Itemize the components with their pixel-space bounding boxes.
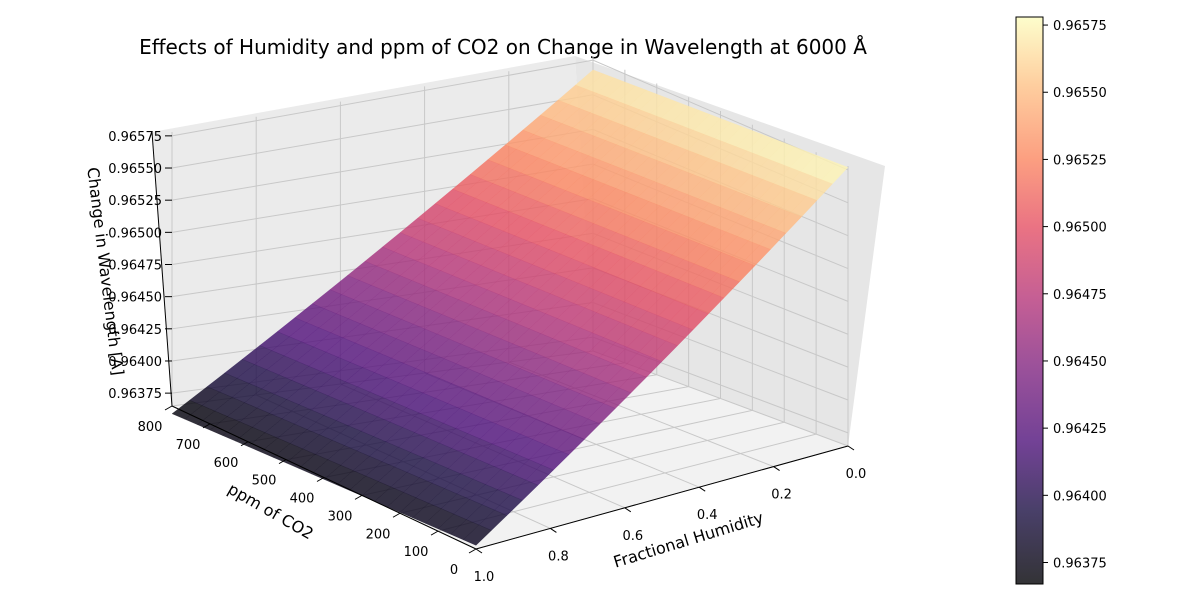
x-tick-label: 0.2 (771, 488, 792, 503)
colorbar-frame (1015, 16, 1044, 585)
z-tick-label: 0.96475 (108, 258, 162, 273)
z-tick-label: 0.96500 (108, 226, 162, 241)
x-tick-mark (475, 548, 483, 554)
y-tick-mark (316, 477, 325, 482)
z-tick-label: 0.96575 (108, 130, 162, 145)
y-tick-label: 0 (450, 563, 458, 578)
colorbar-tick-label: 0.96550 (1053, 86, 1107, 101)
z-tick-label: 0.96550 (108, 162, 162, 177)
colorbar-ticks: 0.96375 0.96400 0.96425 0.96450 0.96475 0.965… (1043, 19, 1107, 572)
y-tick-mark (354, 494, 363, 500)
x-tick-mark (847, 445, 855, 451)
colorbar-gradient (1016, 17, 1043, 584)
surface (171, 69, 849, 546)
z-axis-line (151, 131, 173, 407)
y-tick-mark (240, 441, 249, 447)
y-tick-label: 600 (214, 456, 239, 471)
y-grid-line (437, 152, 817, 532)
y-tick-mark (164, 405, 173, 411)
y-tick-mark (392, 512, 401, 518)
x-tick-label: 0.4 (697, 508, 718, 523)
tick-labels: 0.0 0.2 0.4 0.6 0.8 1.0 0 100 200 300 400 500 600 700… (108, 130, 866, 585)
x-tick-mark (773, 466, 780, 472)
colorbar-tick-label: 0.96375 (1053, 557, 1107, 572)
y-axis-label: ppm of CO2 (225, 479, 317, 543)
colorbar-tick-label: 0.96525 (1053, 153, 1107, 168)
colorbar-tick-label: 0.96475 (1053, 288, 1107, 303)
x-axis-line (475, 445, 849, 550)
x-tick-label: 0.8 (548, 549, 569, 564)
colorbar-tick-label: 0.96400 (1053, 489, 1107, 504)
chart-title: Effects of Humidity and ppm of CO2 on Ch… (139, 35, 867, 59)
y-tick-label: 200 (366, 527, 391, 542)
x-tick-label: 1.0 (474, 570, 495, 585)
colorbar-tick-label: 0.96500 (1053, 221, 1107, 236)
z-grid-line (171, 59, 849, 171)
x-tick-mark (624, 507, 632, 513)
z-tick-label: 0.96425 (108, 323, 162, 338)
y-tick-mark (278, 459, 287, 465)
colorbar-tick-label: 0.96450 (1053, 355, 1107, 370)
y-tick-label: 500 (252, 474, 277, 489)
x-tick-mark (550, 527, 557, 533)
y-tick-label: 100 (404, 545, 429, 560)
z-tick-label: 0.96525 (108, 194, 162, 209)
z-tick-label: 0.96400 (108, 355, 162, 370)
y-tick-mark (202, 423, 211, 429)
y-tick-label: 700 (176, 438, 201, 453)
colorbar-tick-label: 0.96575 (1053, 19, 1107, 34)
x-tick-label: 0.6 (622, 529, 643, 544)
y-tick-label: 400 (290, 492, 315, 507)
y-tick-label: 300 (328, 509, 353, 524)
y-tick-mark (468, 548, 477, 554)
y-tick-mark (430, 530, 439, 536)
colorbar-tick-label: 0.96425 (1053, 422, 1107, 437)
colorbar: 0.96375 0.96400 0.96425 0.96450 0.96475 0.965… (1015, 16, 1107, 585)
x-tick-mark (698, 486, 706, 492)
y-tick-label: 800 (138, 420, 163, 435)
z-tick-label: 0.96450 (108, 291, 162, 306)
z-tick-label: 0.96375 (108, 387, 162, 402)
x-tick-label: 0.0 (846, 467, 867, 482)
